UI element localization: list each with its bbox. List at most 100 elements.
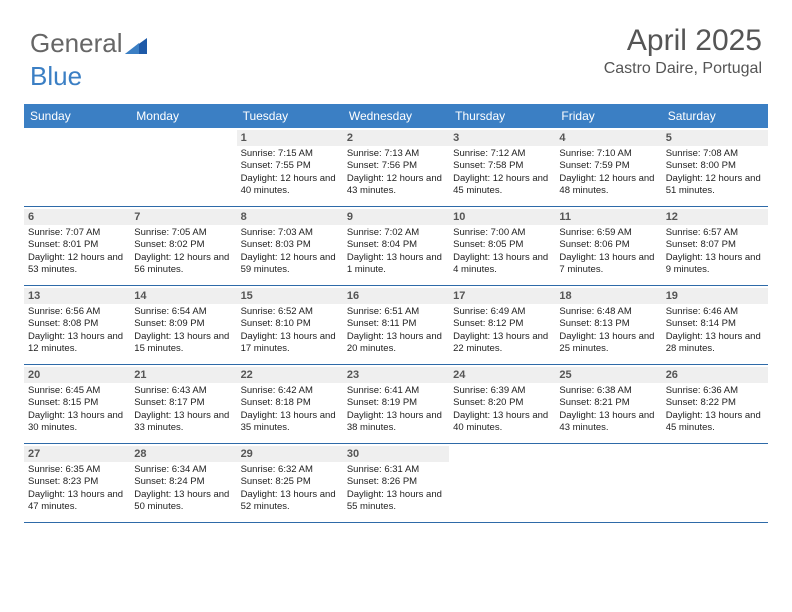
day-info: Sunrise: 6:48 AMSunset: 8:13 PMDaylight:… (559, 306, 657, 355)
day-number: 8 (237, 209, 343, 225)
sunset-text: Sunset: 8:20 PM (453, 397, 551, 409)
daylight-text: Daylight: 13 hours and 38 minutes. (347, 410, 445, 435)
sunset-text: Sunset: 8:04 PM (347, 239, 445, 251)
day-number: 17 (449, 288, 555, 304)
day-info: Sunrise: 6:43 AMSunset: 8:17 PMDaylight:… (134, 385, 232, 434)
sunrise-text: Sunrise: 6:51 AM (347, 306, 445, 318)
sunset-text: Sunset: 8:02 PM (134, 239, 232, 251)
sunset-text: Sunset: 8:05 PM (453, 239, 551, 251)
day-info: Sunrise: 6:38 AMSunset: 8:21 PMDaylight:… (559, 385, 657, 434)
day-info: Sunrise: 7:00 AMSunset: 8:05 PMDaylight:… (453, 227, 551, 276)
day-info: Sunrise: 6:52 AMSunset: 8:10 PMDaylight:… (241, 306, 339, 355)
day-cell: 25Sunrise: 6:38 AMSunset: 8:21 PMDayligh… (555, 365, 661, 443)
sunset-text: Sunset: 8:19 PM (347, 397, 445, 409)
day-cell: . (555, 444, 661, 522)
daylight-text: Daylight: 13 hours and 30 minutes. (28, 410, 126, 435)
day-number: 16 (343, 288, 449, 304)
sunset-text: Sunset: 8:07 PM (666, 239, 764, 251)
sunrise-text: Sunrise: 6:34 AM (134, 464, 232, 476)
day-number: 23 (343, 367, 449, 383)
daylight-text: Daylight: 13 hours and 1 minute. (347, 252, 445, 277)
day-header: Monday (130, 104, 236, 128)
day-cell: 20Sunrise: 6:45 AMSunset: 8:15 PMDayligh… (24, 365, 130, 443)
daylight-text: Daylight: 12 hours and 48 minutes. (559, 173, 657, 198)
daylight-text: Daylight: 13 hours and 50 minutes. (134, 489, 232, 514)
sunrise-text: Sunrise: 6:52 AM (241, 306, 339, 318)
day-cell: 18 Sunrise: 6:48 AMSunset: 8:13 PMDayligh… (555, 286, 661, 364)
sunrise-text: Sunrise: 6:36 AM (666, 385, 764, 397)
day-cell: 10Sunrise: 7:00 AMSunset: 8:05 PMDayligh… (449, 207, 555, 285)
sunrise-text: Sunrise: 6:32 AM (241, 464, 339, 476)
day-header: Friday (555, 104, 661, 128)
daylight-text: Daylight: 13 hours and 33 minutes. (134, 410, 232, 435)
day-info: Sunrise: 6:45 AMSunset: 8:15 PMDaylight:… (28, 385, 126, 434)
sunset-text: Sunset: 8:12 PM (453, 318, 551, 330)
week-row: 20Sunrise: 6:45 AMSunset: 8:15 PMDayligh… (24, 365, 768, 444)
daylight-text: Daylight: 12 hours and 59 minutes. (241, 252, 339, 277)
day-cell: 1Sunrise: 7:15 AMSunset: 7:55 PMDaylight… (237, 128, 343, 206)
daylight-text: Daylight: 12 hours and 51 minutes. (666, 173, 764, 198)
day-cell: 30Sunrise: 6:31 AMSunset: 8:26 PMDayligh… (343, 444, 449, 522)
day-number: 11 (555, 209, 661, 225)
daylight-text: Daylight: 13 hours and 17 minutes. (241, 331, 339, 356)
day-cell: 5Sunrise: 7:08 AMSunset: 8:00 PMDaylight… (662, 128, 768, 206)
day-number: 13 (24, 288, 130, 304)
day-number: 9 (343, 209, 449, 225)
day-info: Sunrise: 7:02 AMSunset: 8:04 PMDaylight:… (347, 227, 445, 276)
location: Castro Daire, Portugal (604, 60, 762, 78)
day-number: 18 (555, 288, 661, 304)
day-header-row: Sunday Monday Tuesday Wednesday Thursday… (24, 104, 768, 128)
day-number: 28 (130, 446, 236, 462)
sunrise-text: Sunrise: 6:42 AM (241, 385, 339, 397)
day-info: Sunrise: 6:57 AMSunset: 8:07 PMDaylight:… (666, 227, 764, 276)
day-header: Tuesday (237, 104, 343, 128)
sunrise-text: Sunrise: 7:13 AM (347, 148, 445, 160)
logo-triangle-icon (125, 30, 147, 61)
day-info: Sunrise: 7:10 AMSunset: 7:59 PMDaylight:… (559, 148, 657, 197)
sunset-text: Sunset: 8:23 PM (28, 476, 126, 488)
day-cell: 28 Sunrise: 6:34 AMSunset: 8:24 PMDayligh… (130, 444, 236, 522)
sunrise-text: Sunrise: 6:39 AM (453, 385, 551, 397)
logo-text-1: General (30, 28, 123, 58)
sunset-text: Sunset: 8:17 PM (134, 397, 232, 409)
day-info: Sunrise: 6:35 AMSunset: 8:23 PMDaylight:… (28, 464, 126, 513)
day-info: Sunrise: 7:12 AMSunset: 7:58 PMDaylight:… (453, 148, 551, 197)
day-cell: 16 Sunrise: 6:51 AMSunset: 8:11 PMDayligh… (343, 286, 449, 364)
sunset-text: Sunset: 7:56 PM (347, 160, 445, 172)
sunrise-text: Sunrise: 6:31 AM (347, 464, 445, 476)
sunset-text: Sunset: 8:11 PM (347, 318, 445, 330)
day-cell: 3 Sunrise: 7:12 AMSunset: 7:58 PMDaylight… (449, 128, 555, 206)
day-cell: 4Sunrise: 7:10 AMSunset: 7:59 PMDaylight… (555, 128, 661, 206)
sunset-text: Sunset: 8:09 PM (134, 318, 232, 330)
day-info: Sunrise: 6:51 AMSunset: 8:11 PMDaylight:… (347, 306, 445, 355)
sunrise-text: Sunrise: 7:08 AM (666, 148, 764, 160)
sunrise-text: Sunrise: 6:45 AM (28, 385, 126, 397)
day-number: 27 (24, 446, 130, 462)
day-number: 12 (662, 209, 768, 225)
sunset-text: Sunset: 8:18 PM (241, 397, 339, 409)
week-row: ..1Sunrise: 7:15 AMSunset: 7:55 PMDaylig… (24, 128, 768, 207)
day-cell: 17Sunrise: 6:49 AMSunset: 8:12 PMDayligh… (449, 286, 555, 364)
sunset-text: Sunset: 8:21 PM (559, 397, 657, 409)
sunset-text: Sunset: 8:22 PM (666, 397, 764, 409)
sunset-text: Sunset: 8:24 PM (134, 476, 232, 488)
sunset-text: Sunset: 8:25 PM (241, 476, 339, 488)
sunset-text: Sunset: 8:03 PM (241, 239, 339, 251)
day-info: Sunrise: 7:05 AMSunset: 8:02 PMDaylight:… (134, 227, 232, 276)
day-cell: 12 Sunrise: 6:57 AMSunset: 8:07 PMDayligh… (662, 207, 768, 285)
day-number: 3 (449, 130, 555, 146)
day-cell: 23Sunrise: 6:41 AMSunset: 8:19 PMDayligh… (343, 365, 449, 443)
sunrise-text: Sunrise: 7:07 AM (28, 227, 126, 239)
daylight-text: Daylight: 12 hours and 40 minutes. (241, 173, 339, 198)
day-cell: 9 Sunrise: 7:02 AMSunset: 8:04 PMDaylight… (343, 207, 449, 285)
sunset-text: Sunset: 8:26 PM (347, 476, 445, 488)
sunrise-text: Sunrise: 6:35 AM (28, 464, 126, 476)
day-number: 1 (237, 130, 343, 146)
daylight-text: Daylight: 12 hours and 43 minutes. (347, 173, 445, 198)
sunset-text: Sunset: 8:00 PM (666, 160, 764, 172)
day-cell: 11Sunrise: 6:59 AMSunset: 8:06 PMDayligh… (555, 207, 661, 285)
sunrise-text: Sunrise: 6:56 AM (28, 306, 126, 318)
day-cell: 24Sunrise: 6:39 AMSunset: 8:20 PMDayligh… (449, 365, 555, 443)
daylight-text: Daylight: 13 hours and 43 minutes. (559, 410, 657, 435)
daylight-text: Daylight: 13 hours and 25 minutes. (559, 331, 657, 356)
